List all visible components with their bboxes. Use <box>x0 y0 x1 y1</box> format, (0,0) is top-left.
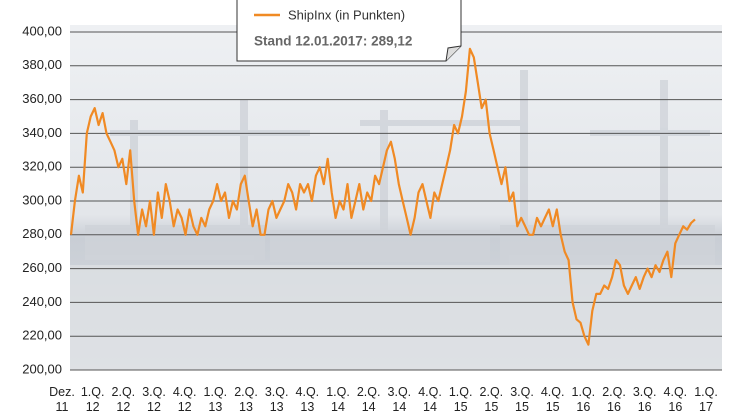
data-line <box>69 47 696 346</box>
annotation: Stand 12.01.2017: 289,12 <box>254 34 412 49</box>
x-tick-label: 2.Q. 12 <box>111 385 136 414</box>
x-tick-label: 3.Q. 15 <box>510 385 534 414</box>
x-tick-label: 1.Q. 14 <box>326 385 350 414</box>
y-tick-label: 240,00 <box>22 294 62 309</box>
x-tick-label: 4.Q. 12 <box>172 385 197 414</box>
y-tick-label: 400,00 <box>22 23 62 38</box>
legend-fold <box>445 45 462 62</box>
x-tick-label: 1.Q. 12 <box>80 385 105 414</box>
legend: ShipInx (in Punkten) Stand 12.01.2017: 2… <box>236 0 462 62</box>
y-tick-label: 200,00 <box>22 361 62 376</box>
y-tick-label: 300,00 <box>22 192 62 207</box>
x-tick-label: 2.Q. 16 <box>602 385 626 414</box>
y-tick-label: 320,00 <box>22 159 62 174</box>
legend-label: ShipInx (in Punkten) <box>288 7 405 22</box>
x-tick-label: 3.Q. 13 <box>264 385 289 414</box>
x-tick-label: Dez. 11 <box>49 385 75 414</box>
y-tick-label: 340,00 <box>22 125 62 140</box>
x-tick-label: 4.Q. 16 <box>663 385 688 414</box>
y-tick-label: 260,00 <box>22 260 62 275</box>
x-tick-label: 3.Q. 12 <box>142 385 166 414</box>
y-tick-label: 280,00 <box>22 226 62 241</box>
water <box>70 265 722 370</box>
x-tick-label: 2.Q. 15 <box>479 385 504 414</box>
x-tick-label: 4.Q. 15 <box>540 385 565 414</box>
x-tick-label: 2.Q. 13 <box>234 385 258 414</box>
y-tick-label: 360,00 <box>22 91 62 106</box>
x-tick-label: 4.Q. 14 <box>418 385 442 414</box>
x-tick-label: 4.Q. 13 <box>295 385 320 414</box>
y-tick-label: 380,00 <box>22 57 62 72</box>
x-tick-label: 3.Q. 14 <box>387 385 412 414</box>
x-tick-label: 1.Q. 13 <box>203 385 228 414</box>
y-tick-label: 220,00 <box>22 328 62 343</box>
x-tick-label: 3.Q. 16 <box>632 385 657 414</box>
x-tick-label: 1.Q. 17 <box>694 385 718 414</box>
x-tick-label: 1.Q. 16 <box>571 385 596 414</box>
x-tick-label: 2.Q. 14 <box>356 385 381 414</box>
x-tick-label: 1.Q. 15 <box>448 385 473 414</box>
